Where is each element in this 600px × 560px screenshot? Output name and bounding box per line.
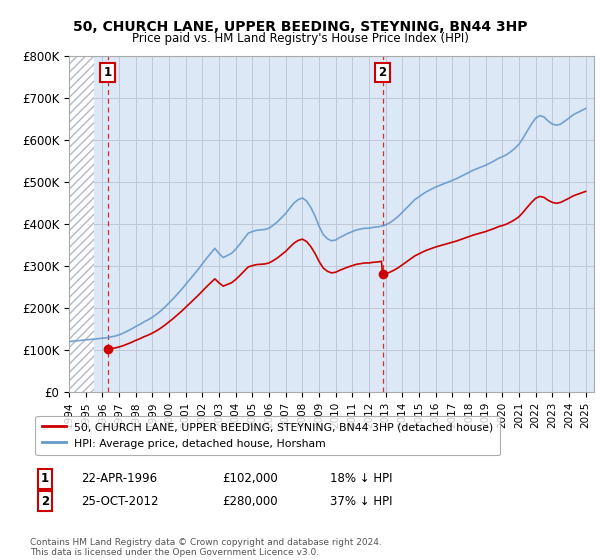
Text: 2: 2 xyxy=(41,494,49,508)
Legend: 50, CHURCH LANE, UPPER BEEDING, STEYNING, BN44 3HP (detached house), HPI: Averag: 50, CHURCH LANE, UPPER BEEDING, STEYNING… xyxy=(35,416,500,455)
Text: £280,000: £280,000 xyxy=(222,494,278,508)
Text: 1: 1 xyxy=(41,472,49,486)
Text: Price paid vs. HM Land Registry's House Price Index (HPI): Price paid vs. HM Land Registry's House … xyxy=(131,32,469,45)
Bar xyxy=(69,56,94,392)
Text: 37% ↓ HPI: 37% ↓ HPI xyxy=(330,494,392,508)
Text: 18% ↓ HPI: 18% ↓ HPI xyxy=(330,472,392,486)
Text: £102,000: £102,000 xyxy=(222,472,278,486)
Text: Contains HM Land Registry data © Crown copyright and database right 2024.
This d: Contains HM Land Registry data © Crown c… xyxy=(30,538,382,557)
Text: 50, CHURCH LANE, UPPER BEEDING, STEYNING, BN44 3HP: 50, CHURCH LANE, UPPER BEEDING, STEYNING… xyxy=(73,20,527,34)
Text: 2: 2 xyxy=(379,66,386,79)
Text: 22-APR-1996: 22-APR-1996 xyxy=(81,472,157,486)
Text: 25-OCT-2012: 25-OCT-2012 xyxy=(81,494,158,508)
Text: 1: 1 xyxy=(103,66,112,79)
